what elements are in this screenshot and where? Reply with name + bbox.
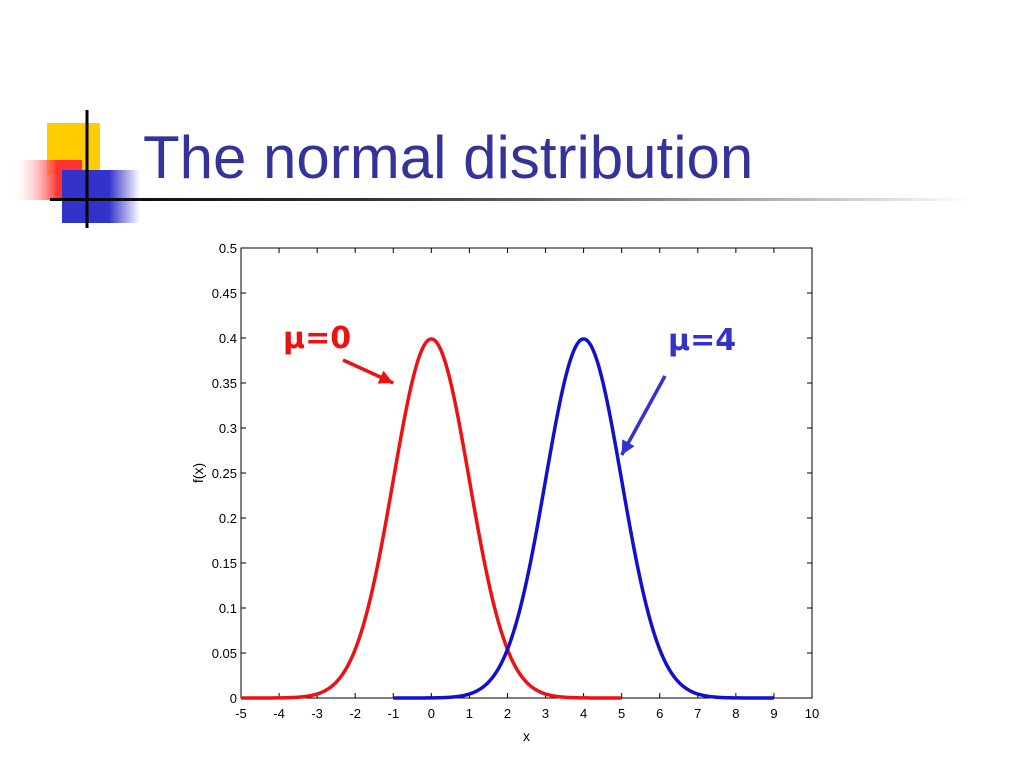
title-decoration xyxy=(12,110,140,228)
x-tick-label: 3 xyxy=(542,706,549,721)
annotation-arrow-1 xyxy=(620,375,667,456)
x-tick-label: 1 xyxy=(466,706,473,721)
annotation-label-0: μ=0 xyxy=(283,321,351,356)
y-tick-label: 0.15 xyxy=(212,556,237,571)
x-tick-label: 5 xyxy=(618,706,625,721)
annotation-arrowhead-0 xyxy=(377,370,394,384)
y-tick-label: 0.1 xyxy=(219,601,237,616)
y-tick-label: 0.5 xyxy=(219,241,237,256)
x-tick-label: -5 xyxy=(235,706,247,721)
y-tick-label: 0 xyxy=(230,691,237,706)
annotation-label-1: μ=4 xyxy=(668,323,736,358)
slide-title: The normal distribution xyxy=(143,124,754,191)
y-tick-label: 0.45 xyxy=(212,286,237,301)
series-line-0 xyxy=(240,337,623,700)
decoration-blue-bar xyxy=(62,170,140,223)
x-tick-label: 4 xyxy=(580,706,587,721)
x-tick-label: -3 xyxy=(311,706,323,721)
y-tick-label: 0.05 xyxy=(212,646,237,661)
y-tick-label: 0.4 xyxy=(219,331,237,346)
y-axis-label: f(x) xyxy=(190,463,206,483)
title-rule xyxy=(50,198,970,201)
y-tick-label: 0.35 xyxy=(212,376,237,391)
x-tick-label: 0 xyxy=(428,706,435,721)
x-tick-label: 7 xyxy=(694,706,701,721)
x-tick-label: -1 xyxy=(387,706,399,721)
x-tick-label: 9 xyxy=(770,706,777,721)
y-tick-label: 0.25 xyxy=(212,466,237,481)
x-tick-label: -4 xyxy=(273,706,285,721)
y-tick-label: 0.3 xyxy=(219,421,237,436)
y-tick-label: 0.2 xyxy=(219,511,237,526)
x-tick-label: 10 xyxy=(805,706,819,721)
annotation-arrowhead-1 xyxy=(621,439,635,455)
plot-area xyxy=(240,247,813,699)
x-tick-label: 6 xyxy=(656,706,663,721)
x-tick-label: 8 xyxy=(732,706,739,721)
x-axis-label: x xyxy=(523,728,530,744)
series-line-1 xyxy=(392,337,775,700)
x-tick-label: 2 xyxy=(504,706,511,721)
x-tick-label: -2 xyxy=(349,706,361,721)
